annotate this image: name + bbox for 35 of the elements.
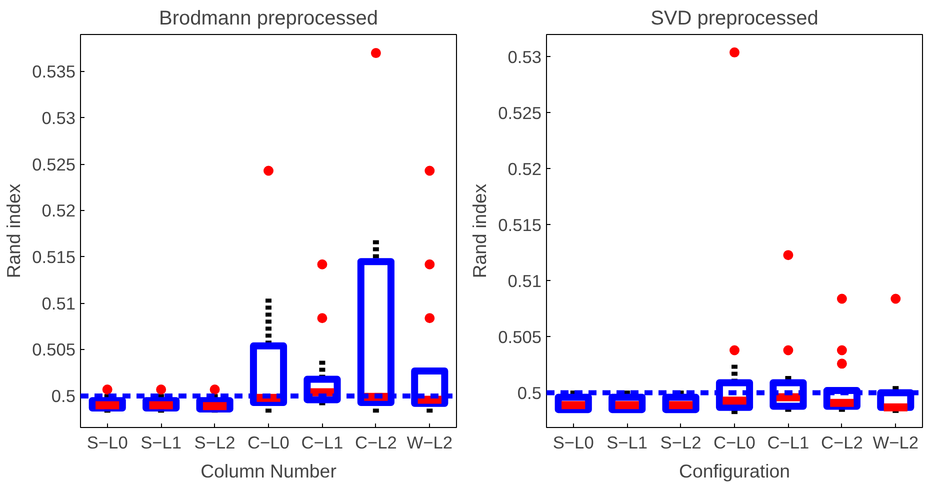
y-tick-label: 0.5 — [51, 386, 76, 406]
y-tick-label: 0.505 — [498, 326, 542, 347]
x-tick-label: C−L2 — [354, 432, 397, 452]
y-tick-label: 0.5 — [517, 382, 542, 403]
x-tick-label: W−L2 — [872, 432, 919, 452]
x-axis-title: Column Number — [200, 460, 336, 482]
x-tick-label: S−L0 — [86, 432, 128, 452]
y-tick-label: 0.505 — [32, 340, 76, 360]
y-tick-label: 0.53 — [42, 108, 76, 128]
y-tick-label: 0.525 — [32, 154, 76, 174]
y-tick-label: 0.515 — [498, 214, 542, 235]
y-axis-title: Rand index — [469, 183, 490, 278]
chart-title: SVD preprocessed — [650, 8, 818, 30]
x-tick-label: S−L1 — [140, 432, 182, 452]
x-tick-label: S−L0 — [552, 432, 594, 452]
x-tick-label: C−L0 — [248, 432, 290, 452]
x-tick-label: S−L2 — [660, 432, 702, 452]
x-tick-label: S−L2 — [194, 432, 236, 452]
y-axis-title: Rand index — [3, 183, 24, 278]
y-tick-label: 0.515 — [32, 246, 76, 267]
x-tick-label: W−L2 — [406, 432, 453, 452]
x-axis-title: Configuration — [679, 460, 790, 482]
y-tick-label: 0.52 — [508, 158, 542, 179]
x-tick-label: C−L0 — [714, 432, 756, 452]
x-tick-label: S−L1 — [606, 432, 648, 452]
chart-title: Brodmann preprocessed — [158, 8, 378, 30]
x-tick-label: C−L1 — [301, 432, 344, 452]
y-tick-label: 0.51 — [508, 270, 542, 291]
x-tick-label: C−L1 — [767, 432, 810, 452]
y-tick-label: 0.535 — [32, 62, 76, 82]
y-tick-label: 0.52 — [42, 200, 76, 221]
y-tick-label: 0.53 — [508, 46, 542, 67]
y-tick-label: 0.51 — [42, 293, 76, 314]
y-tick-label: 0.525 — [498, 102, 542, 123]
x-tick-label: C−L2 — [820, 432, 863, 452]
